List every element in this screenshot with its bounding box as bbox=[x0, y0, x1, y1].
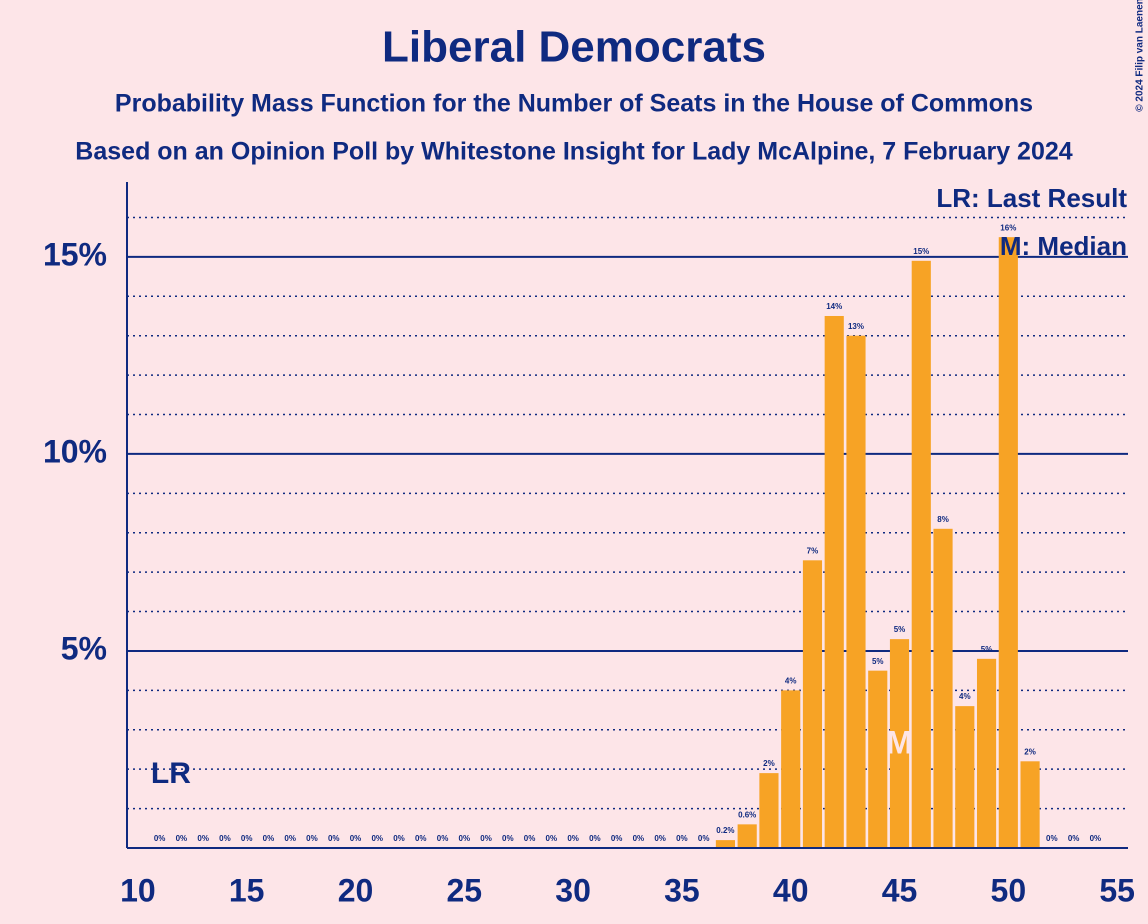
value-label: 0% bbox=[241, 834, 253, 843]
value-label: 0.2% bbox=[716, 826, 734, 835]
value-label: 0% bbox=[1068, 834, 1080, 843]
bar bbox=[802, 560, 823, 848]
bar bbox=[933, 528, 953, 848]
legend-entry: M: Median bbox=[1000, 231, 1127, 261]
chart-subtitle: Probability Mass Function for the Number… bbox=[115, 90, 1033, 118]
value-label: 0% bbox=[611, 834, 623, 843]
value-label: 0% bbox=[350, 834, 362, 843]
value-label: 16% bbox=[1000, 223, 1016, 232]
value-label: 0.6% bbox=[738, 810, 756, 819]
value-label: 0% bbox=[306, 834, 318, 843]
bar bbox=[998, 237, 1018, 848]
value-label: 0% bbox=[698, 834, 710, 843]
x-tick-label: 25 bbox=[446, 872, 482, 908]
value-label: 8% bbox=[937, 515, 949, 524]
bar bbox=[846, 335, 866, 848]
bar bbox=[781, 690, 801, 848]
value-label: 0% bbox=[633, 834, 645, 843]
last-result-marker: LR bbox=[151, 757, 191, 790]
value-label: 13% bbox=[848, 322, 864, 331]
value-label: 0% bbox=[176, 834, 188, 843]
y-tick-label: 15% bbox=[43, 236, 107, 272]
value-label: 0% bbox=[197, 834, 209, 843]
x-tick-label: 30 bbox=[555, 872, 591, 908]
value-label: 0% bbox=[546, 834, 558, 843]
x-tick-label: 15 bbox=[229, 872, 265, 908]
value-label: 0% bbox=[1090, 834, 1102, 843]
value-label: 0% bbox=[371, 834, 383, 843]
value-label: 0% bbox=[1046, 834, 1058, 843]
value-label: 0% bbox=[567, 834, 579, 843]
value-label: 0% bbox=[654, 834, 666, 843]
value-label: 0% bbox=[437, 834, 449, 843]
value-label: 0% bbox=[328, 834, 340, 843]
bar bbox=[911, 260, 931, 849]
value-label: 0% bbox=[524, 834, 536, 843]
value-label: 0% bbox=[154, 834, 166, 843]
x-tick-label: 20 bbox=[338, 872, 374, 908]
value-label: 5% bbox=[894, 625, 906, 634]
value-label: 0% bbox=[676, 834, 688, 843]
bar bbox=[868, 670, 888, 848]
bar bbox=[889, 639, 910, 848]
value-label: 4% bbox=[785, 676, 797, 685]
value-label: 0% bbox=[589, 834, 601, 843]
median-marker: M bbox=[886, 724, 913, 760]
x-tick-label: 50 bbox=[991, 872, 1027, 908]
y-tick-label: 5% bbox=[61, 630, 107, 666]
value-label: 0% bbox=[393, 834, 405, 843]
value-label: 0% bbox=[263, 834, 275, 843]
legend-entry: LR: Last Result bbox=[936, 183, 1127, 213]
value-label: 2% bbox=[763, 759, 775, 768]
bar bbox=[737, 824, 757, 848]
chart-title: Liberal Democrats bbox=[382, 23, 766, 72]
bar bbox=[955, 706, 975, 848]
value-label: 0% bbox=[219, 834, 231, 843]
value-label: 0% bbox=[415, 834, 427, 843]
value-label: 14% bbox=[826, 302, 842, 311]
value-label: 5% bbox=[981, 645, 993, 654]
value-label: 0% bbox=[459, 834, 471, 843]
value-label: 0% bbox=[284, 834, 296, 843]
x-tick-label: 35 bbox=[664, 872, 700, 908]
copyright: © 2024 Filip van Laenen bbox=[1135, 0, 1146, 112]
value-label: 0% bbox=[480, 834, 492, 843]
value-label: 15% bbox=[913, 247, 929, 256]
value-label: 4% bbox=[959, 692, 971, 701]
value-label: 0% bbox=[502, 834, 514, 843]
bar bbox=[1020, 761, 1040, 848]
value-label: 5% bbox=[872, 657, 884, 666]
x-tick-label: 45 bbox=[882, 872, 918, 908]
value-label: 7% bbox=[807, 546, 819, 555]
bar bbox=[976, 658, 997, 848]
bar bbox=[715, 840, 735, 848]
value-label: 2% bbox=[1024, 747, 1036, 756]
x-tick-label: 55 bbox=[1099, 872, 1135, 908]
chart-subtitle: Based on an Opinion Poll by Whitestone I… bbox=[75, 138, 1072, 166]
bar bbox=[824, 315, 844, 848]
x-tick-label: 10 bbox=[120, 872, 156, 908]
y-tick-label: 10% bbox=[43, 433, 107, 469]
bar bbox=[759, 773, 779, 848]
x-tick-label: 40 bbox=[773, 872, 809, 908]
